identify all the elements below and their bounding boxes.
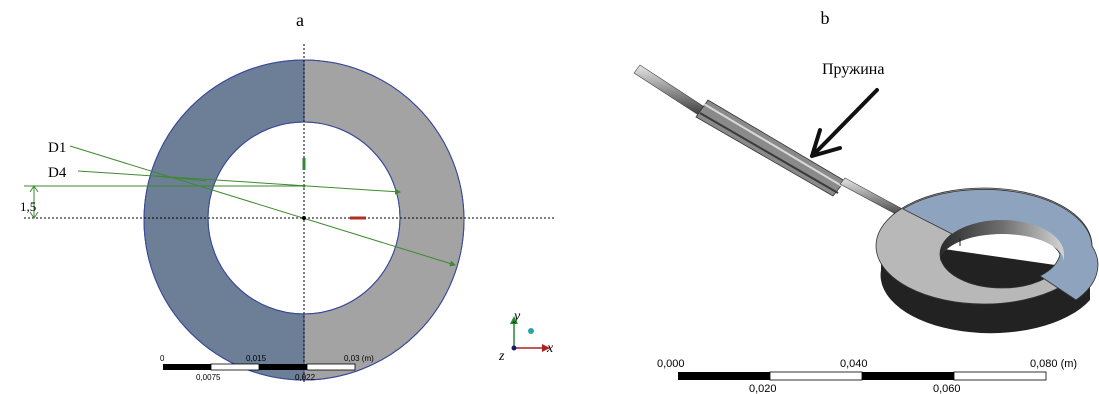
d4-label: D4 (48, 165, 67, 181)
offset-arrow-top (29, 185, 39, 193)
ring-right-half (303, 59, 465, 381)
offset-label: 1,5 (20, 199, 36, 214)
axis-z-label: z (498, 349, 505, 364)
axis-y-label: y (512, 309, 521, 324)
panel-b: b Пружина (633, 8, 1099, 394)
d4-leader (77, 170, 401, 195)
local-x-marker (350, 216, 366, 220)
axis-triad: y x z (498, 309, 554, 364)
scale-b-label-000: 0,000 (657, 358, 685, 370)
ring-3d (875, 187, 1099, 334)
ring-left-half (143, 59, 305, 381)
offset-arrow-bottom (29, 211, 39, 219)
rod-assembly (633, 64, 909, 219)
scale-b-label-060: 0,060 (933, 383, 961, 394)
d1-leader (69, 145, 456, 267)
axis-x-label: x (546, 341, 554, 356)
panel-a-label: a (296, 10, 304, 30)
scale-b-label-020: 0,020 (749, 383, 777, 394)
panel-b-label: b (821, 8, 830, 28)
scale-b-label-040: 0,040 (840, 358, 868, 370)
scale-a-label-022: 0,022 (295, 373, 316, 382)
view-marker-dot (528, 328, 534, 334)
local-y-marker (302, 158, 306, 170)
d1-label: D1 (48, 140, 66, 156)
d4-secondary-line (154, 175, 208, 182)
scale-a-label-0: 0 (160, 354, 165, 363)
spring-annotation: Пружина (822, 61, 884, 78)
scale-bar-b: 0,000 0,040 0,080 (m) 0,020 0,060 (657, 358, 1077, 394)
scale-a-label-0075: 0,0075 (196, 373, 221, 382)
scale-b-label-080: 0,080 (m) (1030, 358, 1077, 370)
panel-a: a D1 D4 1,5 y (20, 10, 555, 384)
offset-point (302, 184, 306, 188)
spring-pointer-arrow (810, 88, 879, 158)
scale-a-label-015: 0,015 (246, 354, 267, 363)
scale-a-label-03: 0,03 (m) (344, 354, 374, 363)
scale-bar-a: 0 0,015 0,03 (m) 0,0075 0,022 (160, 354, 374, 382)
center-point (302, 216, 306, 220)
